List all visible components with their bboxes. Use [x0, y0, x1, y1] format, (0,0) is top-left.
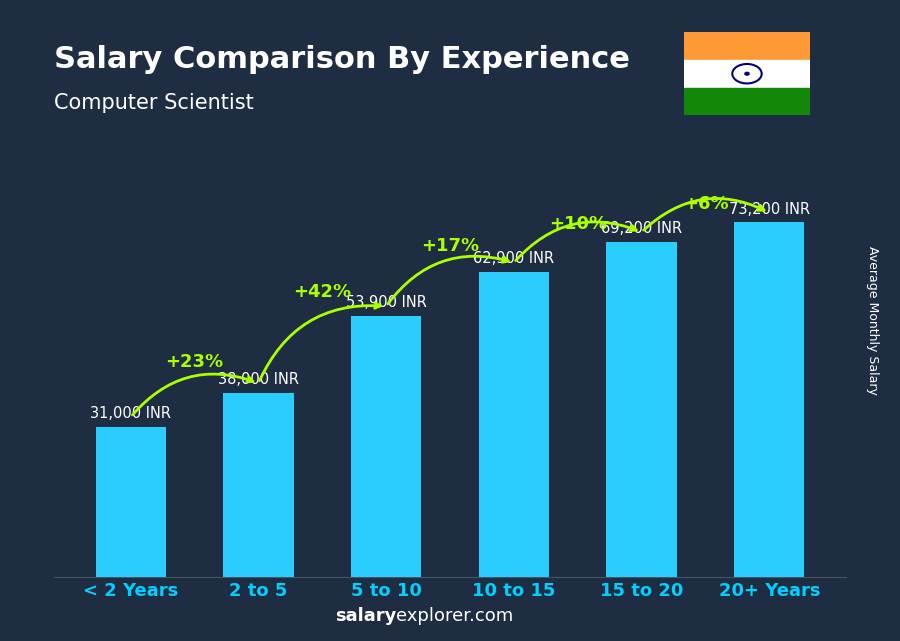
Text: Salary Comparison By Experience: Salary Comparison By Experience	[54, 45, 630, 74]
Text: Computer Scientist: Computer Scientist	[54, 93, 254, 113]
Bar	[616, 242, 675, 577]
Bar	[232, 393, 292, 577]
Text: +23%: +23%	[166, 353, 223, 371]
Text: explorer.com: explorer.com	[396, 607, 513, 625]
Text: 69,200 INR: 69,200 INR	[601, 221, 682, 236]
Bar	[479, 272, 549, 577]
Bar	[607, 242, 677, 577]
Bar	[351, 316, 421, 577]
Text: +17%: +17%	[421, 237, 479, 255]
Text: Average Monthly Salary: Average Monthly Salary	[867, 246, 879, 395]
Bar	[360, 316, 419, 577]
Text: 73,200 INR: 73,200 INR	[729, 201, 810, 217]
Text: 53,900 INR: 53,900 INR	[346, 295, 427, 310]
Bar	[488, 272, 547, 577]
Bar	[351, 316, 421, 577]
Bar	[743, 222, 803, 577]
Text: salary: salary	[335, 607, 396, 625]
Bar	[607, 242, 677, 577]
Bar	[734, 222, 805, 577]
Text: 38,000 INR: 38,000 INR	[218, 372, 299, 387]
Bar	[104, 427, 164, 577]
Text: 31,000 INR: 31,000 INR	[90, 406, 171, 421]
Bar	[95, 427, 166, 577]
Bar	[684, 32, 810, 60]
Bar	[479, 272, 549, 577]
Bar	[223, 393, 293, 577]
Text: +10%: +10%	[549, 215, 607, 233]
Circle shape	[745, 72, 749, 75]
Text: +6%: +6%	[683, 195, 728, 213]
Bar	[684, 88, 810, 115]
Bar	[223, 393, 293, 577]
Bar	[734, 222, 805, 577]
Bar	[95, 427, 166, 577]
Text: +42%: +42%	[293, 283, 351, 301]
Text: 62,900 INR: 62,900 INR	[473, 251, 554, 267]
Bar	[684, 60, 810, 88]
